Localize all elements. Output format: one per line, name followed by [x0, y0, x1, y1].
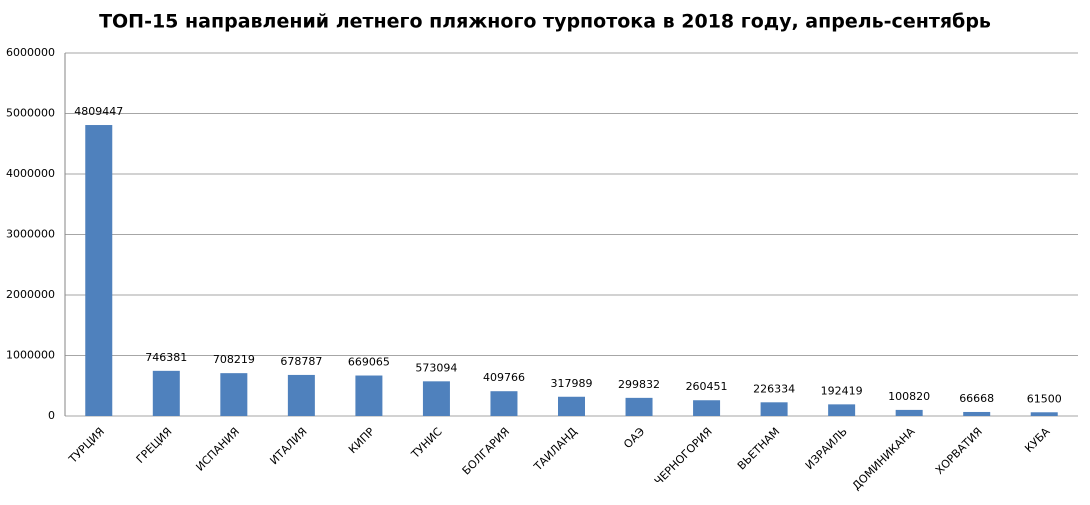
x-tick-label: ТУРЦИЯ — [66, 425, 107, 466]
x-tick-label: ОАЭ — [621, 425, 647, 451]
x-tick-label: ГРЕЦИЯ — [134, 425, 175, 466]
x-tick-label: ВЬЕТНАМ — [735, 425, 782, 472]
value-label: 573094 — [415, 361, 457, 374]
x-tick-label: КИПР — [346, 425, 377, 456]
y-tick-label: 1000000 — [6, 349, 55, 362]
y-tick-label: 5000000 — [6, 107, 55, 120]
value-label: 66668 — [959, 392, 994, 405]
bar — [558, 396, 585, 416]
value-label: 61500 — [1027, 392, 1062, 405]
bar — [152, 370, 180, 416]
value-label: 746381 — [145, 351, 187, 364]
x-tick-label: ИСПАНИЯ — [193, 425, 242, 474]
value-label: 317989 — [551, 377, 593, 390]
bar — [625, 397, 653, 416]
bar — [963, 411, 991, 416]
value-label: 226334 — [753, 382, 795, 395]
bar — [895, 409, 923, 416]
x-tick-label: ТАИЛАНД — [531, 425, 580, 474]
x-tick-label: ИЗРАИЛЬ — [803, 425, 850, 472]
value-label: 678787 — [280, 355, 322, 368]
x-tick-label: ХОРВАТИЯ — [933, 425, 985, 477]
x-tick-label: ДОМИНИКАНА — [850, 425, 918, 493]
y-tick-label: 4000000 — [6, 167, 55, 180]
value-label: 669065 — [348, 356, 390, 369]
y-tick-label: 0 — [48, 409, 55, 422]
y-tick-label: 2000000 — [6, 288, 55, 301]
y-tick-label: 6000000 — [6, 46, 55, 59]
bar — [355, 375, 383, 416]
bar — [85, 125, 113, 417]
bar — [760, 402, 788, 416]
bar — [828, 404, 856, 416]
chart-title: ТОП-15 направлений летнего пляжного турп… — [99, 11, 991, 33]
bar — [220, 373, 248, 416]
x-tick-label: БОЛГАРИЯ — [460, 425, 512, 477]
x-tick-label: КУБА — [1022, 425, 1052, 455]
value-label: 299832 — [618, 378, 660, 391]
x-tick-label: ТУНИС — [408, 425, 445, 462]
x-tick-label: ИТАЛИЯ — [267, 425, 309, 467]
bar — [693, 400, 721, 416]
bar — [1030, 412, 1058, 416]
x-tick-label: ЧЕРНОГОРИЯ — [652, 425, 715, 488]
bar — [422, 381, 450, 416]
value-label: 192419 — [821, 384, 863, 397]
value-label: 409766 — [483, 371, 525, 384]
bar — [490, 391, 518, 416]
value-label: 708219 — [213, 353, 255, 366]
value-label: 4809447 — [74, 105, 123, 118]
value-label: 100820 — [888, 390, 930, 403]
value-label: 260451 — [686, 380, 728, 393]
y-tick-label: 3000000 — [6, 228, 55, 241]
bar — [287, 374, 315, 416]
